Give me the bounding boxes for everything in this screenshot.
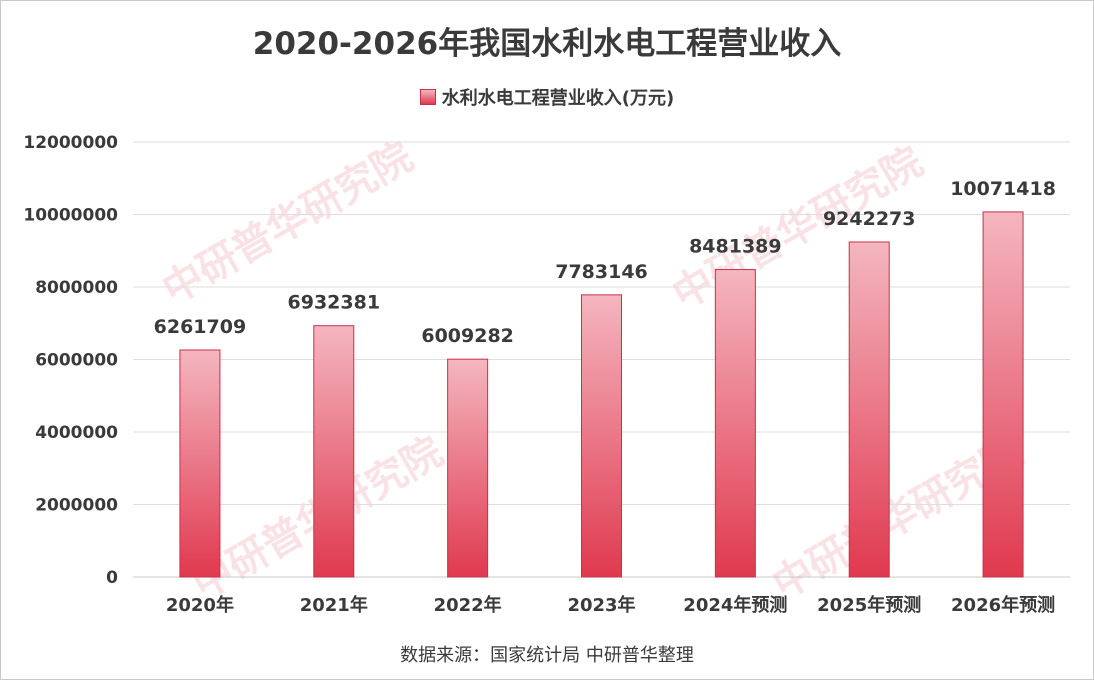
legend: 水利水电工程营业收入(万元)	[0, 84, 1094, 110]
data-label: 6932381	[288, 292, 381, 314]
x-tick-label: 2024年预测	[683, 594, 787, 616]
y-tick-label: 6000000	[35, 351, 118, 371]
x-tick-label: 2025年预测	[817, 594, 921, 616]
data-label: 6261709	[154, 316, 247, 338]
bar	[714, 269, 756, 578]
bar	[179, 349, 221, 578]
y-tick-label: 0	[106, 568, 118, 588]
y-tick-label: 2000000	[35, 496, 118, 516]
x-tick-label: 2020年	[166, 594, 234, 616]
legend-swatch	[419, 89, 436, 105]
data-label: 6009282	[421, 325, 514, 347]
y-tick-label: 4000000	[35, 423, 118, 443]
y-tick-label: 10000000	[23, 206, 118, 226]
bar	[848, 241, 890, 578]
y-axis: 0 2000000 4000000 6000000 8000000 10000000 120…	[23, 133, 118, 588]
data-label: 9242273	[823, 208, 916, 230]
chart-title: 2020-2026年我国水利水电工程营业收入	[252, 26, 842, 62]
bar	[581, 294, 622, 578]
x-tick-label: 2021年	[300, 594, 368, 616]
y-tick-label: 8000000	[35, 278, 118, 298]
data-label: 7783146	[555, 261, 648, 283]
data-label: 10071418	[950, 178, 1056, 200]
x-tick-label: 2026年预测	[951, 594, 1055, 616]
x-tick-label: 2023年	[567, 594, 635, 616]
bar	[982, 211, 1024, 578]
bar	[313, 325, 355, 578]
bars	[179, 211, 1024, 578]
bar	[447, 358, 489, 578]
legend-label: 水利水电工程营业收入(万元)	[441, 88, 675, 109]
y-tick-label: 12000000	[23, 133, 118, 153]
x-tick-label: 2022年	[434, 594, 502, 616]
data-labels: 6261709 6932381 6009282 7783146 8481389 92422…	[154, 178, 1056, 347]
data-label: 8481389	[689, 236, 782, 258]
source-note: 数据来源：国家统计局 中研普华整理	[400, 645, 694, 666]
x-axis: 2020年 2021年 2022年 2023年 2024年预测 2025年预测 2026年预…	[166, 594, 1055, 616]
